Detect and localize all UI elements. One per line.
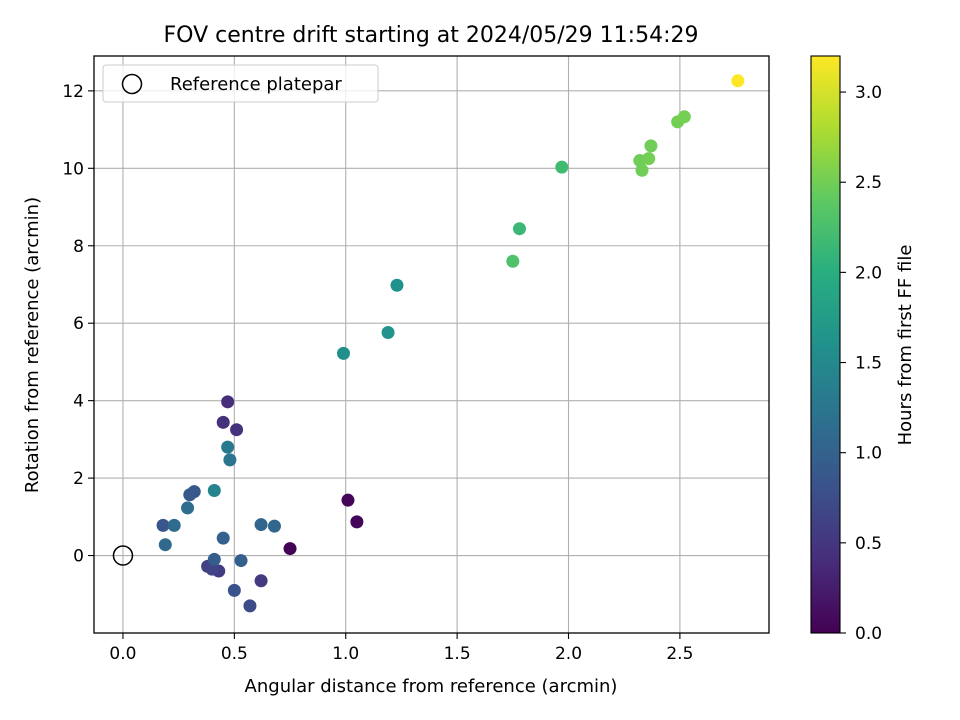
colorbar-tick-label: 2.5: [855, 173, 882, 193]
data-point: [234, 554, 248, 568]
data-point: [731, 74, 745, 88]
data-point: [167, 518, 181, 532]
x-tick-label: 2.0: [555, 644, 582, 664]
data-point: [181, 501, 195, 515]
data-point: [223, 453, 237, 467]
data-point: [350, 515, 364, 529]
x-axis-ticks: 0.0 0.5 1.0 1.5 2.0 2.5: [109, 633, 693, 664]
data-point: [216, 415, 230, 429]
y-axis-ticks: 0 2 4 6 8 10 12: [62, 82, 94, 567]
colorbar-tick-label: 0.0: [855, 624, 882, 644]
y-tick-label: 8: [73, 237, 84, 257]
data-point: [158, 538, 172, 552]
colorbar-tick-label: 2.0: [855, 263, 882, 283]
data-point: [221, 440, 235, 454]
legend-label: Reference platepar: [170, 74, 342, 95]
plot-frame: [93, 55, 770, 634]
data-point: [644, 139, 658, 153]
y-tick-label: 0: [73, 547, 84, 567]
colorbar-tick-label: 1.0: [855, 444, 882, 464]
x-tick-label: 2.5: [666, 644, 693, 664]
data-point: [216, 531, 230, 545]
data-point: [341, 493, 355, 507]
reference-point: [112, 545, 134, 566]
data-point: [243, 599, 257, 613]
data-point: [254, 518, 268, 532]
legend: Reference platepar: [102, 64, 379, 103]
colorbar-tick-label: 3.0: [855, 83, 882, 103]
x-axis-label: Angular distance from reference (arcmin): [245, 676, 618, 697]
x-tick-label: 0.0: [109, 644, 136, 664]
y-tick-label: 2: [73, 469, 84, 489]
data-point: [506, 254, 520, 268]
data-point: [156, 518, 170, 532]
data-point: [207, 483, 221, 497]
colorbar-label: Hours from first FF file: [895, 245, 916, 446]
data-point: [207, 552, 221, 566]
data-point: [205, 562, 219, 576]
y-tick-label: 6: [73, 314, 84, 334]
data-point: [267, 519, 281, 533]
y-tick-label: 10: [62, 159, 84, 179]
colorbar-tick-label: 1.5: [855, 354, 882, 374]
data-point: [337, 346, 351, 360]
data-point: [183, 488, 197, 502]
x-tick-label: 0.5: [221, 644, 248, 664]
y-tick-label: 12: [62, 82, 84, 102]
data-point: [677, 110, 691, 124]
data-point: [642, 152, 656, 166]
data-point: [227, 583, 241, 597]
legend-marker: [121, 73, 143, 95]
data-point: [230, 423, 244, 437]
data-point: [555, 160, 569, 174]
data-points: [156, 74, 745, 613]
data-point: [635, 163, 649, 177]
data-point: [254, 574, 268, 588]
y-tick-label: 4: [73, 392, 84, 412]
data-point: [283, 542, 297, 556]
data-point: [390, 278, 404, 292]
grid: [94, 56, 769, 633]
colorbar-ticks: 0.0 0.5 1.0 1.5 2.0 2.5 3.0: [840, 83, 882, 644]
x-tick-label: 1.0: [332, 644, 359, 664]
data-point: [221, 395, 235, 409]
chart-title: FOV centre drift starting at 2024/05/29 …: [164, 23, 699, 48]
colorbar-tick-label: 0.5: [855, 534, 882, 554]
colorbar: [810, 55, 841, 634]
y-axis-label: Rotation from reference (arcmin): [22, 197, 43, 493]
legend-box: [102, 64, 379, 103]
data-point: [512, 222, 526, 236]
data-point: [381, 325, 395, 339]
x-tick-label: 1.5: [444, 644, 471, 664]
